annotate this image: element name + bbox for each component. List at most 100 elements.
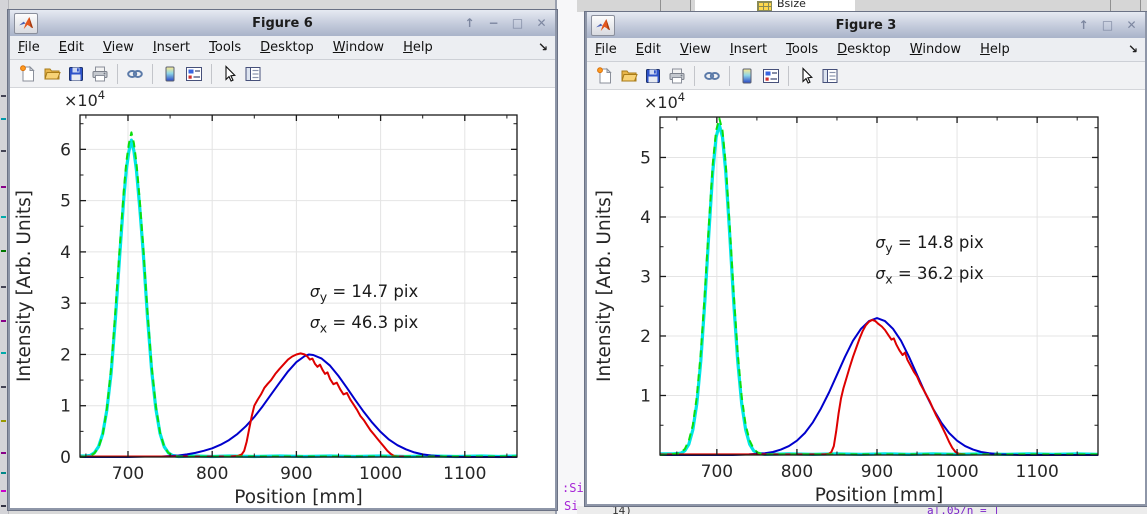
insert-panel-button[interactable] xyxy=(241,63,265,85)
save-figure-icon xyxy=(69,66,83,81)
menu-edit[interactable]: Edit xyxy=(58,40,84,55)
background-editor-sliver-bottom: 14) a|.05/n = | xyxy=(577,506,1147,514)
background-divider xyxy=(690,0,691,12)
print-figure-button[interactable] xyxy=(88,63,112,85)
background-editor-mark xyxy=(1,286,6,288)
save-figure-button[interactable] xyxy=(64,63,88,85)
menu-window[interactable]: Window xyxy=(909,42,962,57)
menu-desktop[interactable]: Desktop xyxy=(260,40,314,55)
background-editor-mark xyxy=(1,420,6,422)
save-figure-button[interactable] xyxy=(641,65,665,87)
colormap-editor-icon xyxy=(165,66,175,81)
link-plot-button[interactable] xyxy=(700,65,724,87)
insert-panel-icon xyxy=(245,66,261,81)
colormap-editor-button[interactable] xyxy=(158,63,182,85)
svg-text:2: 2 xyxy=(60,345,71,365)
menu-tools[interactable]: Tools xyxy=(786,42,819,57)
menu-tools[interactable]: Tools xyxy=(209,40,242,55)
link-plot-button[interactable] xyxy=(123,63,147,85)
figure-canvas[interactable]: 700 800 900 1000 1100 1 2 3 4 5 Position [mm] Inten… xyxy=(587,90,1145,504)
save-figure-icon xyxy=(646,68,660,83)
menu-desktop[interactable]: Desktop xyxy=(837,42,891,57)
figure-window-3: Figure 3 ↑ □ ✕ File Edit View Insert Tools Desk… xyxy=(585,12,1147,506)
menu-view[interactable]: View xyxy=(102,40,134,55)
background-code-fragment: Si xyxy=(564,499,579,513)
background-editor-mark xyxy=(1,352,6,354)
background-editor-mark xyxy=(1,150,6,152)
open-file-icon xyxy=(621,70,638,81)
background-divider xyxy=(1110,0,1111,12)
toolbar-separator xyxy=(152,63,153,84)
svg-text:900: 900 xyxy=(861,462,893,482)
sigma-annotation-line: σy = 14.7 pix xyxy=(310,279,418,310)
sigma-annotation-line: σx = 46.3 pix xyxy=(310,310,418,341)
axes-plot: 700 800 900 1000 1100 1 2 3 4 5 Position [mm] Inten… xyxy=(594,90,1099,504)
print-figure-icon xyxy=(669,68,685,83)
svg-text:800: 800 xyxy=(196,464,228,484)
svg-text:×104: ×104 xyxy=(644,90,685,112)
background-editor-mark xyxy=(1,186,6,188)
titlebar[interactable]: Figure 6 ↑ − □ ✕ xyxy=(10,10,555,37)
menu-view[interactable]: View xyxy=(679,42,711,57)
maximize-button[interactable]: □ xyxy=(1101,17,1114,32)
sigma-annotation-line: σy = 14.8 pix xyxy=(875,230,983,261)
window-buttons: ↑ − □ ✕ xyxy=(462,10,549,36)
shade-button[interactable]: ↑ xyxy=(1078,17,1089,32)
toolbar-separator xyxy=(117,63,118,84)
edit-plot-cursor-icon xyxy=(225,64,236,82)
background-editor-mark xyxy=(1,216,6,218)
figure-window-6: Figure 6 ↑ − □ ✕ File Edit View Insert Tools Des… xyxy=(8,10,557,510)
menu-edit[interactable]: Edit xyxy=(635,42,661,57)
menu-file[interactable]: File xyxy=(18,40,40,55)
maximize-button[interactable]: □ xyxy=(511,15,524,30)
menu-insert[interactable]: Insert xyxy=(152,40,191,55)
background-gap-between-windows: :Si Si xyxy=(555,0,589,514)
colormap-editor-button[interactable] xyxy=(735,65,759,87)
property-editor-button[interactable] xyxy=(759,65,783,87)
print-figure-icon xyxy=(92,66,108,81)
svg-text:1000: 1000 xyxy=(359,464,402,484)
menu-file[interactable]: File xyxy=(595,42,617,57)
matlab-logo-icon[interactable] xyxy=(14,13,38,34)
background-editor-mark xyxy=(1,95,6,97)
dock-figure-icon[interactable]: ↘ xyxy=(537,40,548,54)
new-figure-button[interactable] xyxy=(16,63,40,85)
close-button[interactable]: ✕ xyxy=(1126,17,1137,32)
axes-plot: 700 800 900 1000 1100 0 1 2 3 4 5 6 Position [mm] Int… xyxy=(14,88,518,508)
svg-text:3: 3 xyxy=(640,267,651,287)
colormap-editor-icon xyxy=(742,68,752,83)
insert-panel-button[interactable] xyxy=(818,65,842,87)
menu-insert[interactable]: Insert xyxy=(729,42,768,57)
menu-help[interactable]: Help xyxy=(403,40,433,55)
open-file-icon xyxy=(44,68,61,79)
new-figure-button[interactable] xyxy=(593,65,617,87)
background-editor-mark xyxy=(1,452,6,454)
figure-canvas[interactable]: 700 800 900 1000 1100 0 1 2 3 4 5 6 Position [mm] Int… xyxy=(10,88,555,508)
window-title: Figure 6 xyxy=(252,15,313,31)
edit-plot-cursor-button[interactable] xyxy=(217,63,241,85)
background-table-cell: Bsize xyxy=(695,0,855,12)
property-editor-button[interactable] xyxy=(182,63,206,85)
minimize-button[interactable]: − xyxy=(488,15,499,30)
svg-text:4: 4 xyxy=(640,208,651,228)
print-figure-button[interactable] xyxy=(665,65,689,87)
sigma-symbol: σ xyxy=(875,234,886,253)
sigma-subscript: x xyxy=(319,320,328,336)
dock-figure-icon[interactable]: ↘ xyxy=(1127,42,1138,56)
close-button[interactable]: ✕ xyxy=(536,15,547,30)
menu-help[interactable]: Help xyxy=(980,42,1010,57)
titlebar[interactable]: Figure 3 ↑ □ ✕ xyxy=(587,12,1145,39)
svg-text:5: 5 xyxy=(640,148,651,168)
matlab-logo-icon[interactable] xyxy=(591,15,615,36)
sigma-symbol: σ xyxy=(875,265,886,284)
svg-text:Position [mm]: Position [mm] xyxy=(234,487,362,508)
menu-window[interactable]: Window xyxy=(332,40,385,55)
open-file-button[interactable] xyxy=(40,63,64,85)
window-buttons: ↑ □ ✕ xyxy=(1076,12,1139,38)
shade-button[interactable]: ↑ xyxy=(464,15,475,30)
edit-plot-cursor-icon xyxy=(802,66,813,84)
sigma-symbol: σ xyxy=(309,282,320,301)
open-file-button[interactable] xyxy=(617,65,641,87)
edit-plot-cursor-button[interactable] xyxy=(794,65,818,87)
svg-text:3: 3 xyxy=(60,294,71,314)
